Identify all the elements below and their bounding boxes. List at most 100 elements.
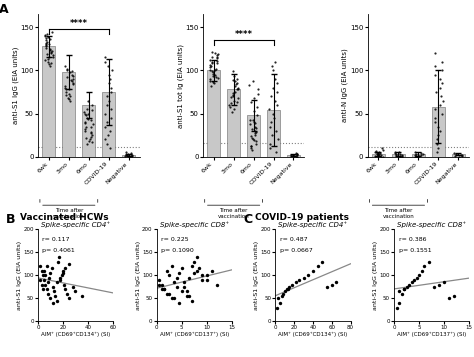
Point [394,153,402,159]
Point [450,293,458,299]
Point [123,152,130,158]
Point [82,128,89,134]
Point [82,124,90,129]
Point [178,288,185,294]
Text: p= 0.0667: p= 0.0667 [280,248,313,253]
Point [82,135,90,141]
Point [438,94,445,99]
Point [65,261,73,267]
Point [276,300,284,306]
Point [38,282,46,287]
Point [438,111,446,116]
Point [122,151,129,157]
Point [36,263,44,269]
Point [61,83,69,89]
Point [420,263,428,269]
Point [64,95,72,101]
Point [251,137,258,143]
Point [48,266,55,271]
Point [44,291,52,297]
Point [165,272,173,278]
Point [451,153,458,159]
Point [250,119,258,125]
Point [252,129,260,135]
Point [42,42,49,48]
Point [183,293,191,299]
Point [84,111,91,116]
Point [160,286,168,292]
Bar [227,89,240,157]
Y-axis label: anti-S1 IgG (EIA units): anti-S1 IgG (EIA units) [136,241,141,310]
Title: Spike-specific CD8⁺: Spike-specific CD8⁺ [397,221,466,228]
Point [88,102,95,108]
Point [107,115,114,121]
Point [272,150,280,155]
Point [228,109,236,115]
Point [414,153,422,159]
Point [250,78,257,84]
Point [69,81,77,87]
Point [49,284,57,290]
Point [266,145,273,151]
Point [398,291,405,297]
Point [234,86,242,91]
Point [59,270,67,276]
Point [229,69,237,74]
Point [267,119,274,125]
Point [49,52,57,58]
Point [401,286,408,292]
Point [106,145,114,151]
Point [123,152,131,158]
Point [84,116,91,122]
Point [109,67,116,73]
Point [62,86,70,91]
Point [195,266,203,271]
Point [158,286,165,292]
Point [247,133,255,139]
Point [412,153,419,159]
Point [209,80,217,85]
Point [173,275,181,281]
Point [212,75,219,80]
Bar [82,105,95,157]
Point [69,78,76,84]
Point [185,293,193,299]
Point [122,150,130,155]
Point [198,272,206,278]
Point [45,41,53,46]
Point [107,106,115,112]
Point [178,266,185,271]
Point [417,152,425,158]
Point [44,280,52,285]
Point [81,120,89,126]
Point [246,121,254,127]
Point [392,150,399,156]
Text: COVID-19 patients: COVID-19 patients [255,213,349,222]
Text: p= 0.1551: p= 0.1551 [399,248,431,253]
Point [295,277,303,283]
Point [233,80,241,86]
Point [393,305,401,310]
Point [213,60,220,65]
Point [81,126,89,132]
Point [83,106,91,112]
Point [209,59,216,65]
Point [42,42,50,47]
Point [247,100,255,105]
Point [252,139,260,144]
Point [396,151,403,157]
Point [292,153,300,159]
Text: B: B [6,213,16,226]
Point [231,78,238,84]
Point [43,39,51,45]
Point [374,152,382,158]
Point [283,286,291,292]
Point [413,154,421,160]
Point [229,77,237,83]
Point [433,150,441,155]
Y-axis label: anti-S1 IgG (EIA units): anti-S1 IgG (EIA units) [373,241,378,310]
Point [46,270,54,276]
Point [251,132,259,138]
Point [212,66,220,71]
Point [248,147,255,153]
